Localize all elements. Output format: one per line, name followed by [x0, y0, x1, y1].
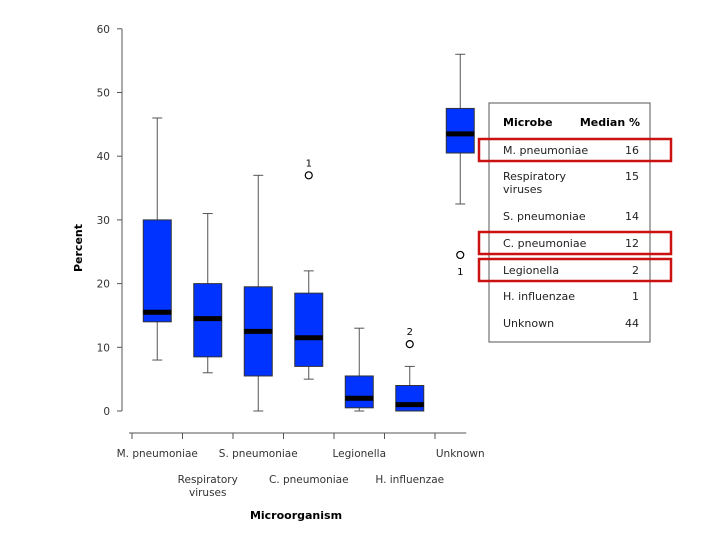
highlight-box: [477, 230, 673, 256]
highlight-box: [477, 137, 673, 163]
outlier-point: [405, 340, 414, 349]
legend-microbe: C. pneumoniae: [503, 237, 587, 250]
legend-median-value: 16: [625, 144, 639, 157]
y-axis: 0 10 20 30 40 50 60: [97, 24, 123, 418]
x-tick-label-line: Respiratory: [178, 474, 238, 486]
y-axis-title: Percent: [72, 224, 85, 272]
x-tick-label-line: S. pneumoniae: [219, 448, 298, 460]
legend-microbe: S. pneumoniae: [503, 210, 586, 223]
legend-frame: [488, 102, 651, 343]
y-tick-label: 30: [97, 215, 110, 227]
legend-microbe-line: M. pneumoniae: [503, 144, 588, 157]
x-tick-label-line: H. influenzae: [375, 474, 444, 486]
y-tick-label: 10: [97, 342, 110, 354]
legend-median-value: 14: [625, 210, 639, 223]
legend-median-value: 44: [625, 317, 639, 330]
x-axis: M. pneumoniae Respiratory viruses S. pneumo…: [117, 432, 485, 499]
legend-microbe-line: C. pneumoniae: [503, 237, 587, 250]
legend-microbe-line: H. influenzae: [503, 290, 575, 303]
y-tick-label: 50: [97, 88, 110, 100]
x-tick-label: H. influenzae: [375, 474, 444, 486]
legend-microbe-line: Unknown: [503, 317, 554, 330]
legend-microbe-line: S. pneumoniae: [503, 210, 586, 223]
legend-median-value: 2: [632, 264, 639, 277]
y-tick-label: 20: [97, 279, 110, 291]
x-tick-label: M. pneumoniae: [117, 448, 198, 460]
outlier-label: 1: [457, 267, 463, 278]
legend-microbe: Legionella: [503, 264, 559, 277]
legend-microbe: H. influenzae: [503, 290, 575, 303]
x-tick-label-line: Legionella: [332, 448, 386, 460]
x-tick-label: Legionella: [332, 448, 386, 460]
x-tick-label-line: viruses: [189, 487, 227, 499]
legend-microbe: Unknown: [503, 317, 554, 330]
x-tick-label-line: C. pneumoniae: [269, 474, 349, 486]
x-tick-label: Respiratory viruses: [178, 474, 238, 499]
box: [344, 375, 374, 409]
legend-microbe: M. pneumoniae: [503, 144, 588, 157]
box: [395, 385, 425, 412]
legend-microbe: Respiratory viruses: [503, 170, 567, 196]
y-tick-label: 60: [97, 24, 110, 36]
legend-median-value: 1: [632, 290, 639, 303]
legend-header-microbe: Microbe: [503, 116, 553, 129]
legend-microbe-line: Legionella: [503, 264, 559, 277]
boxes: 1 2 1: [142, 53, 475, 412]
legend-microbe-line: viruses: [503, 183, 543, 196]
legend-median-value: 15: [625, 170, 639, 183]
x-tick-label: Unknown: [436, 448, 485, 460]
outlier-point: [456, 250, 465, 260]
outlier-label: 1: [306, 158, 312, 169]
outlier-point: [304, 171, 313, 180]
box: [142, 219, 172, 323]
box: [294, 292, 324, 367]
highlight-box: [477, 257, 673, 283]
x-tick-label-line: M. pneumoniae: [117, 448, 198, 460]
y-tick-label: 40: [97, 151, 110, 163]
x-tick-label: S. pneumoniae: [219, 448, 298, 460]
legend-table: Microbe Median % M. pneumoniae 16 Respirator…: [477, 102, 673, 343]
outlier-label: 2: [407, 327, 413, 338]
x-tick-label-line: Unknown: [436, 448, 485, 460]
legend-median-value: 12: [625, 237, 639, 250]
x-axis-title: Microorganism: [250, 509, 342, 522]
y-tick-label: 0: [103, 406, 110, 418]
x-tick-label: C. pneumoniae: [269, 474, 349, 486]
legend-microbe-line: Respiratory: [503, 170, 567, 183]
box: [445, 107, 475, 154]
legend-header-median: Median %: [580, 116, 640, 129]
